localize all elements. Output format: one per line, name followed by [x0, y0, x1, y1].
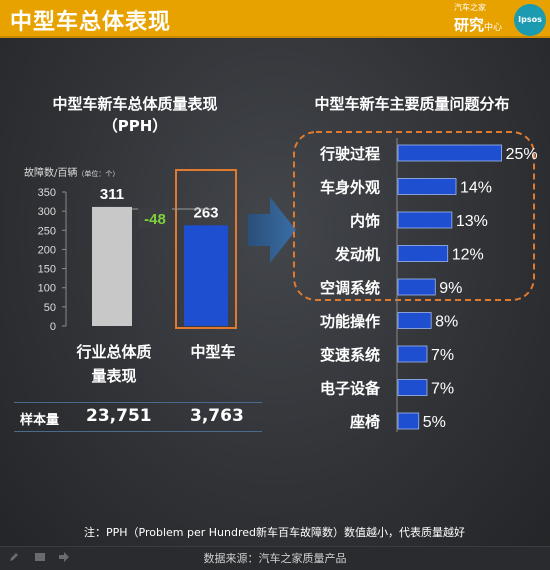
y-axis-label-unit: （单位：个）: [77, 170, 120, 178]
logo: 汽车之家 研究中心 Ipsos: [452, 2, 548, 38]
hbar-2: [397, 211, 453, 229]
footnote: 注：PPH（Problem per Hundred新车百车故障数）数值越小，代表…: [84, 526, 466, 539]
hbar-7: [397, 379, 428, 396]
sample-size-midsize: 3,763: [190, 406, 244, 426]
logo-line2-small: 中心: [484, 23, 503, 33]
diff-label: -48: [144, 211, 166, 228]
footer-bar: [0, 546, 550, 570]
hbar-8: [397, 412, 420, 430]
y-tick-label: 350: [38, 187, 56, 199]
hbar-value-label-8: 5%: [423, 414, 446, 431]
left-y-axis: 0 50 100 150 200 250 300 350: [38, 187, 67, 333]
y-tick-label: 300: [38, 206, 56, 218]
left-title-line1: 中型车新车总体质量表现: [52, 95, 218, 113]
hbar-value-label-3: 12%: [452, 247, 484, 264]
bar-value-label-0: 311: [100, 186, 124, 203]
right-chart-title: 中型车新车主要质量问题分布: [314, 95, 510, 113]
right-bars: 行驶过程 25% 车身外观 14% 内饰 13% 发动机 12% 空调系统 9% 功能操作 8% 变速系…: [319, 144, 538, 431]
pencil-icon[interactable]: [8, 551, 20, 563]
left-title-line2: （PPH）: [102, 117, 168, 135]
hbar-value-label-4: 9%: [439, 280, 462, 297]
hbar-value-label-0: 25%: [506, 146, 538, 163]
left-chart-title: 中型车新车总体质量表现 （PPH）: [20, 93, 250, 137]
hbar-3: [397, 245, 449, 262]
arrow-right-shape: [248, 197, 296, 263]
category-label-1: 车身外观: [320, 179, 380, 197]
data-source: 数据来源：汽车之家质量产品: [203, 552, 347, 565]
hbar-value-label-7: 7%: [431, 381, 454, 398]
y-axis-label-main: 故障数/百辆: [24, 168, 78, 179]
y-tick-label: 50: [44, 302, 56, 314]
category-label-2: 内饰: [350, 212, 380, 230]
category-label-4: 空调系统: [320, 279, 380, 297]
logo-line2: 研究中心: [454, 14, 502, 35]
hbar-value-label-5: 8%: [435, 314, 458, 331]
hbar-6: [397, 345, 428, 363]
y-tick-label: 200: [38, 244, 56, 256]
category-label-8: 座椅: [349, 413, 380, 431]
highlight-box: [175, 169, 237, 329]
hbar-0: [397, 144, 502, 162]
category-label-midsize: 中型车: [190, 343, 236, 361]
y-tick-label: 100: [38, 283, 56, 295]
hbar-5: [397, 312, 432, 329]
diff-label-bg: [138, 208, 172, 228]
y-tick-label: 150: [38, 264, 56, 276]
category-label-6: 变速系统: [320, 346, 380, 364]
hbar-4: [397, 278, 436, 296]
bar-1: [184, 225, 228, 326]
header-bar: 中型车总体表现 汽车之家 研究中心 Ipsos: [0, 0, 550, 38]
logo-line2-main: 研究: [454, 16, 485, 34]
hbar-value-label-2: 13%: [456, 213, 488, 230]
hbar-value-label-6: 7%: [431, 347, 454, 364]
hbar-1: [397, 178, 457, 195]
sample-size-row: 样本量 23,751 3,763: [14, 402, 262, 432]
category-label-industry-line2: 量表现: [91, 367, 137, 385]
y-tick-label: 0: [50, 321, 56, 333]
category-label-7: 电子设备: [320, 380, 381, 398]
bar-0: [92, 206, 132, 326]
arrow-right-icon[interactable]: [58, 551, 70, 563]
hbar-value-label-1: 14%: [460, 180, 492, 197]
y-tick-label: 250: [38, 225, 56, 237]
category-label-3: 发动机: [334, 246, 380, 264]
top5-highlight-box: [293, 131, 535, 301]
ipsos-logo-icon: Ipsos: [514, 4, 546, 36]
category-label-5: 功能操作: [320, 313, 380, 331]
category-label-industry-line1: 行业总体质: [76, 343, 152, 361]
logo-line1: 汽车之家: [454, 3, 486, 12]
sample-size-industry: 23,751: [86, 406, 152, 426]
category-label-0: 行驶过程: [319, 145, 380, 163]
category-label-industry: 行业总体质 量表现: [64, 340, 164, 388]
page-title: 中型车总体表现: [10, 10, 172, 35]
y-axis-label: 故障数/百辆（单位：个）: [24, 164, 119, 179]
sample-size-label: 样本量: [20, 413, 60, 428]
screen-icon[interactable]: [34, 551, 46, 563]
